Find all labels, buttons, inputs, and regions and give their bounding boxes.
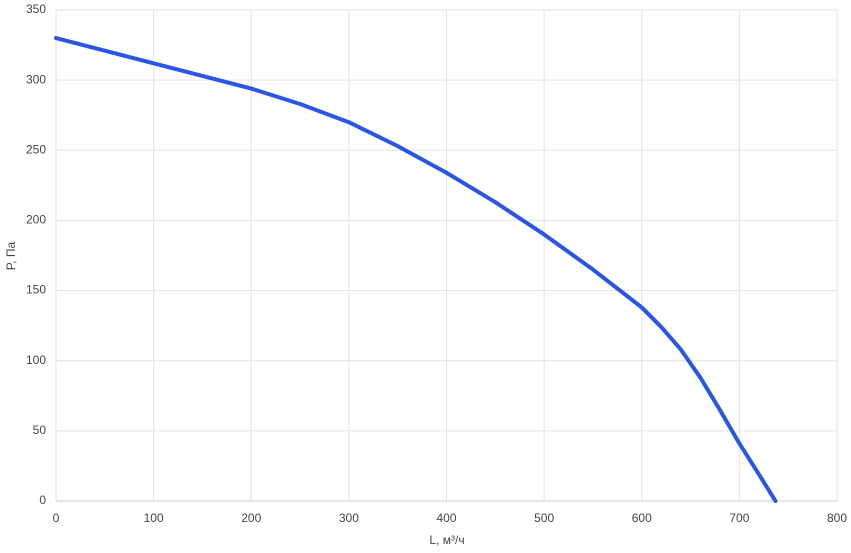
x-tick-label: 800: [827, 511, 847, 525]
x-tick-label: 200: [241, 511, 261, 525]
y-tick-label: 50: [33, 423, 47, 437]
x-tick-label: 400: [436, 511, 456, 525]
y-tick-label: 300: [26, 72, 46, 86]
y-tick-label: 350: [26, 2, 46, 16]
x-tick-label: 500: [534, 511, 554, 525]
x-tick-label: 100: [144, 511, 164, 525]
x-tick-label: 600: [632, 511, 652, 525]
x-tick-label: 700: [729, 511, 749, 525]
y-tick-label: 100: [26, 353, 46, 367]
y-axis-label: P, Па: [4, 241, 18, 270]
y-tick-label: 200: [26, 213, 46, 227]
line: [54, 36, 778, 503]
x-axis-label: L, м³/ч: [429, 533, 464, 547]
x-tick-label: 0: [53, 511, 60, 525]
y-tick-label: 150: [26, 283, 46, 297]
x-tick-label: 300: [339, 511, 359, 525]
y-tick-label: 250: [26, 142, 46, 156]
y-tick-label: 0: [39, 493, 46, 507]
